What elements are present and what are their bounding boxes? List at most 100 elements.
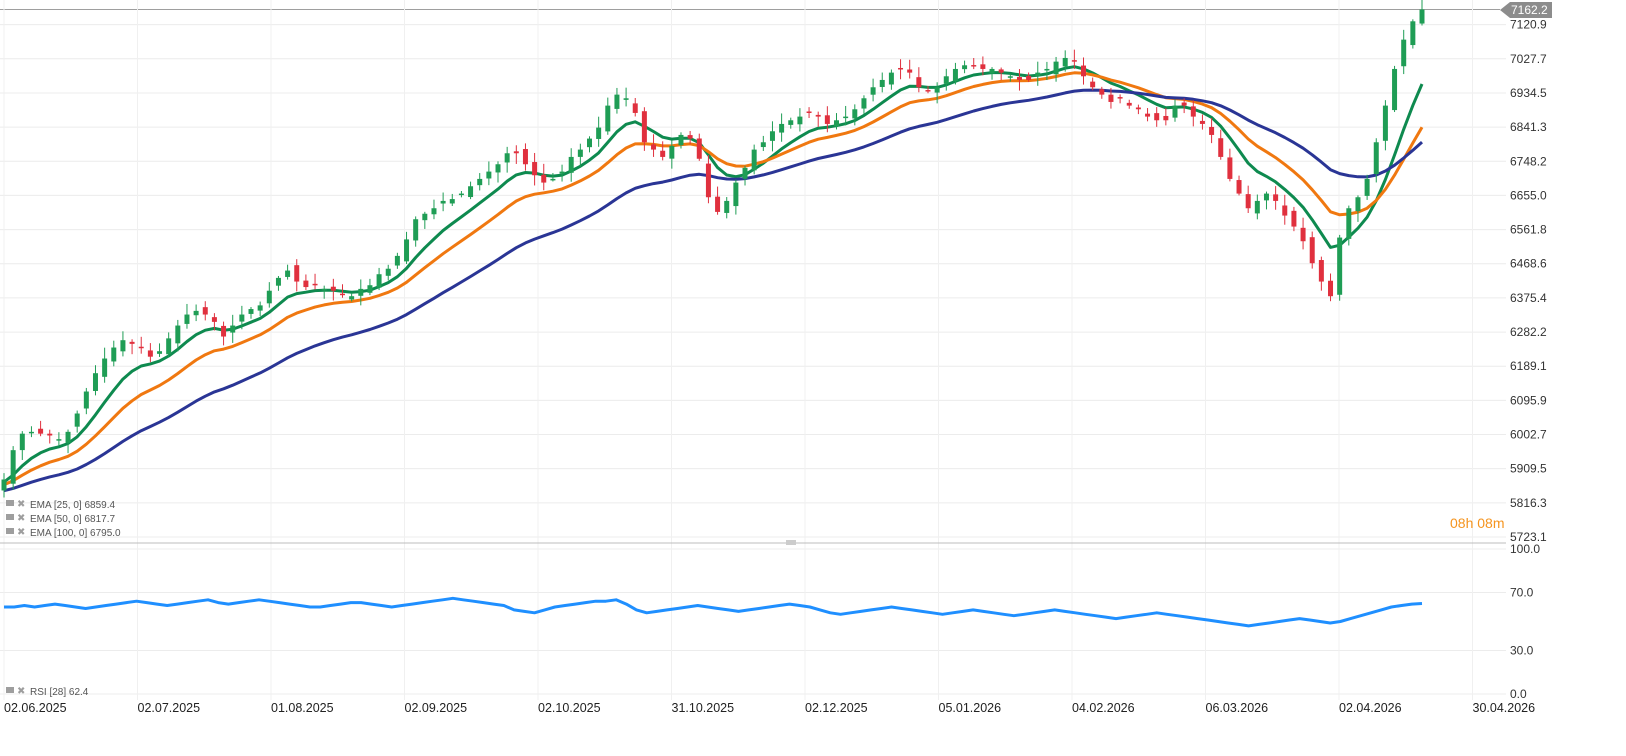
candle-body <box>358 288 364 296</box>
panel-resize-handle[interactable] <box>786 540 796 545</box>
candle-body <box>532 162 538 176</box>
candle-body <box>285 270 291 277</box>
candle-body <box>522 149 528 165</box>
legend-menu-icon[interactable] <box>6 500 14 506</box>
y-tick-label: 6002.7 <box>1510 428 1547 442</box>
candle-body <box>779 123 785 133</box>
candle-body <box>1209 126 1215 135</box>
candle-body <box>1163 115 1169 121</box>
candle-body <box>266 290 272 304</box>
candle-body <box>1263 193 1269 201</box>
candle-body <box>952 68 958 82</box>
candle-body <box>641 111 647 143</box>
y-tick-label: 6282.2 <box>1510 325 1547 339</box>
candle-body <box>404 239 410 262</box>
close-icon[interactable]: ✖ <box>17 527 25 538</box>
candle-body <box>56 439 62 441</box>
candle-body <box>596 127 602 139</box>
candle-body <box>586 138 592 148</box>
candle-body <box>1145 113 1151 117</box>
close-icon[interactable]: ✖ <box>17 499 25 510</box>
candle-body <box>1172 105 1178 118</box>
ema25-line <box>3 65 1424 484</box>
candle-body <box>925 90 931 92</box>
legend-ema50[interactable]: ✖ EMA [50, 0] 6817.7 <box>6 513 115 525</box>
candle-body <box>28 431 34 434</box>
legend-ema100[interactable]: ✖ EMA [100, 0] 6795.0 <box>6 527 121 539</box>
candle-body <box>669 145 675 159</box>
candle-body <box>1044 68 1050 71</box>
y-tick-label: 6095.9 <box>1510 393 1547 407</box>
candle-body <box>147 350 153 357</box>
candle-body <box>632 103 638 113</box>
candle-body <box>541 174 547 183</box>
legend-menu-icon[interactable] <box>6 687 14 693</box>
candle-body <box>10 450 16 484</box>
legend-ema25[interactable]: ✖ EMA [25, 0] 6859.4 <box>6 499 115 511</box>
candle-body <box>660 150 666 157</box>
ema-legend: ✖ EMA [25, 0] 6859.4 ✖ EMA [50, 0] 6817.… <box>6 499 121 539</box>
close-icon[interactable]: ✖ <box>17 513 25 524</box>
candle-body <box>550 178 556 181</box>
candle-body <box>696 138 702 159</box>
candle-body <box>1181 102 1187 106</box>
candle-body <box>184 314 190 324</box>
candle-body <box>934 87 940 93</box>
candle-body <box>1154 113 1160 121</box>
x-tick-label: 06.03.2026 <box>1206 701 1269 715</box>
candle-body <box>1081 65 1087 77</box>
candle-body <box>1346 208 1352 239</box>
x-tick-label: 02.06.2025 <box>4 701 67 715</box>
close-icon[interactable]: ✖ <box>17 686 25 697</box>
candle-body <box>1245 194 1251 209</box>
candle-body <box>211 317 217 322</box>
candle-body <box>1053 61 1059 75</box>
candle-body <box>577 149 583 157</box>
legend-menu-icon[interactable] <box>6 528 14 534</box>
candle-body <box>1282 205 1288 216</box>
candle-body <box>83 391 89 409</box>
candle-body <box>1355 197 1361 212</box>
candle-body <box>1108 94 1114 102</box>
candle-body <box>943 76 949 84</box>
y-tick-label: 5909.5 <box>1510 462 1547 476</box>
candle-body <box>815 114 821 117</box>
candle-body <box>788 120 794 125</box>
candle-body <box>19 433 25 451</box>
candle-body <box>349 296 355 300</box>
x-tick-label: 30.04.2026 <box>1473 701 1536 715</box>
countdown-timer: 08h 08m <box>1450 515 1505 531</box>
candle-body <box>742 167 748 179</box>
legend-rsi-label: RSI [28] 62.4 <box>30 687 89 698</box>
candle-body <box>257 305 263 311</box>
y-tick-label: 6189.1 <box>1510 359 1547 373</box>
x-axis: 02.06.2025 02.07.2025 01.08.2025 02.09.2025… <box>4 701 1535 715</box>
candle-body <box>120 340 126 352</box>
y-tick-label: 5723.1 <box>1510 530 1547 544</box>
candle-body <box>513 151 519 154</box>
candle-body <box>239 314 245 322</box>
candle-body <box>1318 260 1324 282</box>
candle-body <box>971 65 977 67</box>
candle-body <box>1016 77 1022 80</box>
x-tick-label: 01.08.2025 <box>271 701 334 715</box>
legend-menu-icon[interactable] <box>6 514 14 520</box>
candle-body <box>980 64 986 69</box>
candle-body <box>321 288 327 291</box>
candle-body <box>394 255 400 266</box>
candle-body <box>458 193 464 196</box>
candle-body <box>678 134 684 146</box>
candle-body <box>870 87 876 95</box>
grid <box>0 0 1506 700</box>
candle-body <box>715 196 721 212</box>
rsi-panel <box>4 596 1423 628</box>
x-tick-label: 02.09.2025 <box>405 701 468 715</box>
candle-body <box>1273 194 1279 201</box>
candle-body <box>1309 237 1315 264</box>
candle-body <box>449 199 455 204</box>
rsi-legend[interactable]: ✖ RSI [28] 62.4 <box>6 686 89 698</box>
candle-body <box>166 338 172 355</box>
candle-body <box>1236 180 1242 194</box>
candle-body <box>1090 81 1096 88</box>
